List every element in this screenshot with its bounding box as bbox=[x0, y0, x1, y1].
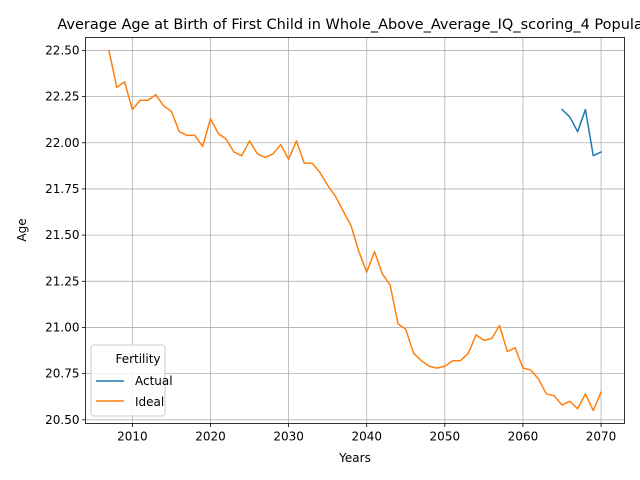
grid-lines bbox=[85, 37, 625, 424]
y-tick-label: 22.00 bbox=[45, 136, 79, 150]
y-tick-label: 21.75 bbox=[45, 182, 79, 196]
legend-label-ideal: Ideal bbox=[135, 395, 164, 409]
plot-frame bbox=[85, 37, 625, 424]
y-tick-label: 22.50 bbox=[45, 43, 79, 57]
x-tick-label: 2030 bbox=[273, 430, 304, 444]
x-tick-label: 2050 bbox=[430, 430, 461, 444]
series-line-ideal bbox=[108, 49, 603, 412]
x-tick-label: 2060 bbox=[508, 430, 539, 444]
legend-box bbox=[90, 344, 166, 417]
y-tick-label: 22.25 bbox=[45, 90, 79, 104]
y-tick-label: 21.25 bbox=[45, 274, 79, 288]
x-tick-label: 2040 bbox=[351, 430, 382, 444]
chart-title: Average Age at Birth of First Child in W… bbox=[57, 17, 640, 33]
x-tick-label: 2020 bbox=[195, 430, 226, 444]
legend-label-actual: Actual bbox=[135, 374, 173, 388]
legend-title: Fertility bbox=[115, 352, 160, 366]
legend: Fertility Actual Ideal bbox=[90, 344, 173, 417]
x-axis: 2010 2020 2030 2040 2050 2060 2070 bbox=[117, 423, 617, 444]
series-line-actual bbox=[560, 108, 603, 157]
y-tick-label: 20.50 bbox=[45, 413, 79, 427]
y-axis: 20.50 20.75 21.00 21.25 21.50 21.75 22.00 22.25… bbox=[45, 43, 86, 427]
x-tick-label: 2010 bbox=[117, 430, 148, 444]
x-axis-label: Years bbox=[338, 451, 371, 465]
x-tick-label: 2070 bbox=[586, 430, 617, 444]
y-tick-label: 20.75 bbox=[45, 367, 79, 381]
y-tick-label: 21.50 bbox=[45, 228, 79, 242]
series-lines bbox=[108, 49, 603, 412]
y-tick-label: 21.00 bbox=[45, 320, 79, 334]
y-axis-label: Age bbox=[15, 218, 29, 241]
